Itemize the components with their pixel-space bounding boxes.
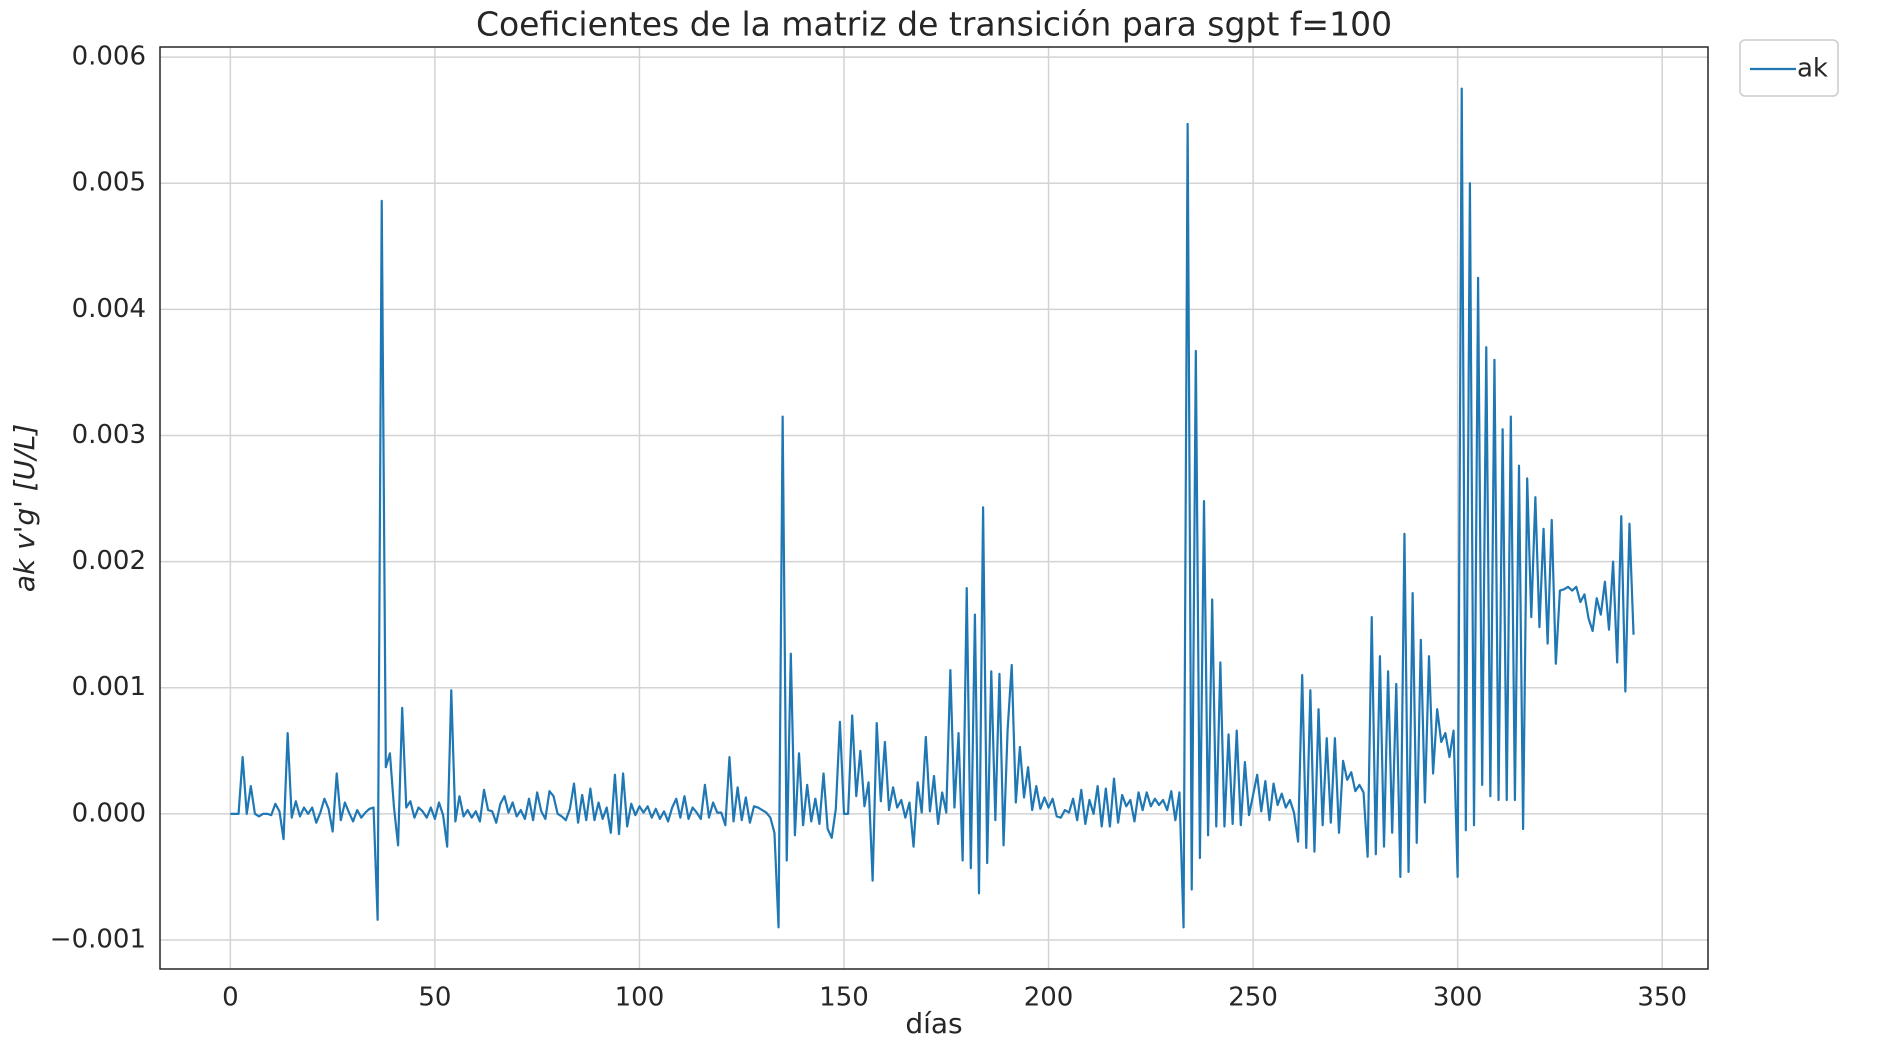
y-axis-label: ak v'g' [U/L] — [8, 424, 41, 592]
y-tick-label: 0.003 — [72, 420, 146, 450]
y-tick-label: 0.001 — [72, 672, 146, 702]
legend-label: ak — [1797, 54, 1828, 84]
x-tick-label: 250 — [1228, 983, 1278, 1013]
y-tick-label: 0.006 — [72, 42, 146, 72]
x-tick-label: 0 — [222, 983, 239, 1013]
x-tick-label: 200 — [1024, 983, 1074, 1013]
x-tick-label: 350 — [1637, 983, 1687, 1013]
y-tick-label: 0.005 — [72, 168, 146, 198]
x-tick-label: 100 — [615, 983, 665, 1013]
data-line — [230, 87, 1635, 929]
chart-title: Coeficientes de la matriz de transición … — [476, 5, 1392, 44]
x-axis-label: días — [905, 1007, 962, 1040]
y-tick-label: −0.001 — [50, 924, 146, 954]
y-tick-label: 0.002 — [72, 546, 146, 576]
plot-frame — [159, 46, 1709, 970]
y-tick-label: 0.004 — [72, 294, 146, 324]
x-tick-label: 300 — [1433, 983, 1483, 1013]
x-tick-label: 50 — [418, 983, 451, 1013]
y-tick-label: 0.000 — [72, 798, 146, 828]
x-tick-label: 150 — [819, 983, 869, 1013]
